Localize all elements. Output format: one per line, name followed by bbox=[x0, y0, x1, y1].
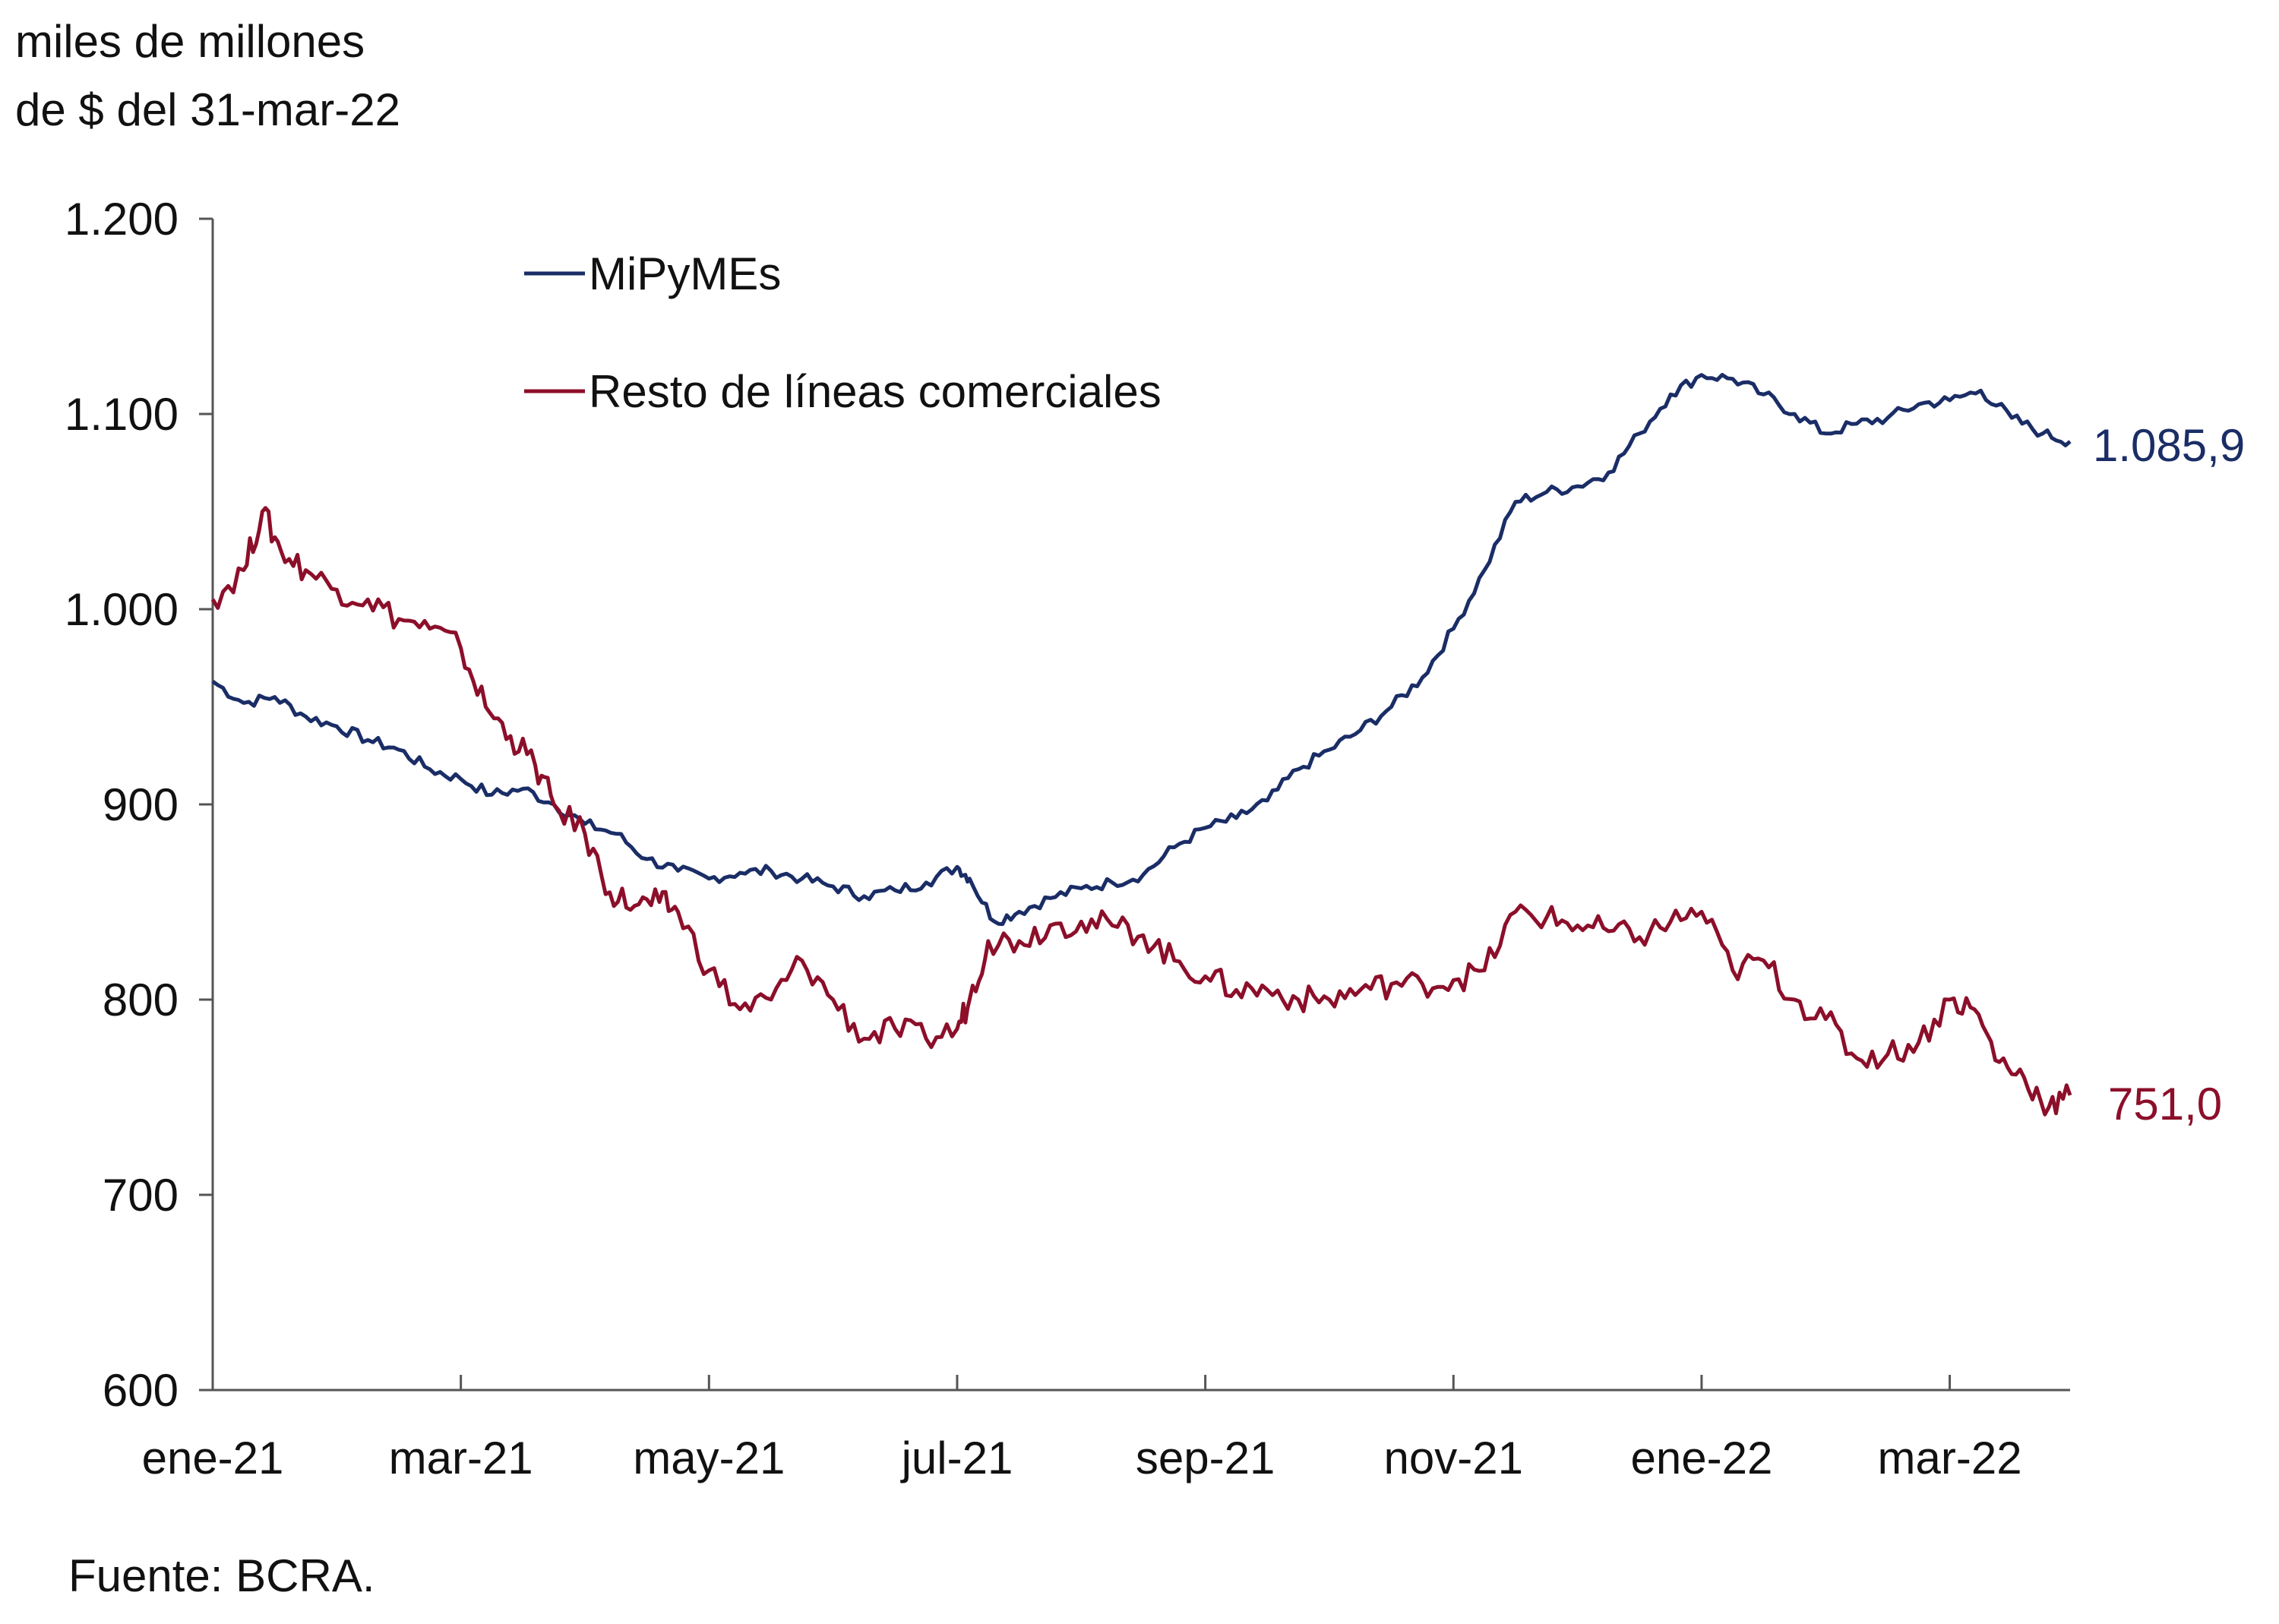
y-axis-ticks: 600 700 800 900 1.000 1.100 1.200 bbox=[65, 194, 213, 1416]
y-tick-label: 700 bbox=[103, 1170, 179, 1221]
end-label-resto: 751,0 bbox=[2108, 1079, 2222, 1130]
x-tick-label: mar-22 bbox=[1878, 1433, 2022, 1483]
x-axis-ticks: ene-21 mar-21 may-21 jul-21 sep-21 nov-21 ene-… bbox=[142, 1375, 2022, 1483]
legend-label-resto: Resto de líneas comerciales bbox=[589, 366, 1162, 417]
series-line-resto bbox=[210, 506, 2072, 1117]
x-tick-label: may-21 bbox=[633, 1433, 785, 1483]
series-lines bbox=[210, 372, 2072, 1117]
y-tick-label: 600 bbox=[103, 1365, 179, 1416]
y-axis-unit-line2: de $ del 31-mar-22 bbox=[15, 84, 400, 135]
x-tick-label: mar-21 bbox=[389, 1433, 533, 1483]
y-tick-label: 1.200 bbox=[65, 194, 179, 245]
y-axis-unit-line1: miles de millones bbox=[15, 16, 365, 67]
y-tick-label: 1.100 bbox=[65, 389, 179, 440]
x-tick-label: ene-22 bbox=[1631, 1433, 1773, 1483]
y-tick-label: 800 bbox=[103, 975, 179, 1025]
end-label-mipymes: 1.085,9 bbox=[2093, 420, 2245, 471]
x-tick-label: jul-21 bbox=[900, 1433, 1013, 1483]
x-tick-label: nov-21 bbox=[1384, 1433, 1523, 1483]
y-tick-label: 1.000 bbox=[65, 584, 179, 635]
x-tick-label: ene-21 bbox=[142, 1433, 284, 1483]
source-note: Fuente: BCRA. bbox=[68, 1550, 375, 1601]
y-tick-label: 900 bbox=[103, 779, 179, 830]
series-line-mipymes bbox=[211, 372, 2072, 927]
x-tick-label: sep-21 bbox=[1136, 1433, 1275, 1483]
legend: MiPyMEs Resto de líneas comerciales bbox=[524, 248, 1162, 417]
legend-label-mipymes: MiPyMEs bbox=[589, 248, 781, 299]
